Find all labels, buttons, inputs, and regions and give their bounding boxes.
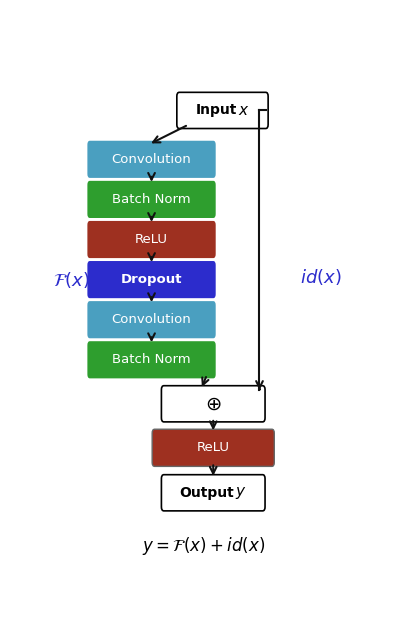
Text: Input: Input [196,104,237,117]
FancyBboxPatch shape [162,385,265,422]
FancyBboxPatch shape [88,301,216,338]
Text: $x$: $x$ [238,103,250,118]
Text: $\oplus$: $\oplus$ [205,394,222,413]
FancyBboxPatch shape [162,475,265,511]
Text: ReLU: ReLU [197,441,230,454]
FancyBboxPatch shape [152,429,274,466]
Text: $\mathcal{F}(x)$: $\mathcal{F}(x)$ [53,270,90,290]
FancyBboxPatch shape [88,141,216,178]
Text: Convolution: Convolution [112,313,191,326]
Text: Dropout: Dropout [121,273,182,286]
FancyBboxPatch shape [177,92,268,128]
Text: Batch Norm: Batch Norm [112,193,191,206]
Text: $y = \mathcal{F}(x) + id(x)$: $y = \mathcal{F}(x) + id(x)$ [142,535,265,557]
FancyBboxPatch shape [88,341,216,378]
FancyBboxPatch shape [88,221,216,258]
FancyBboxPatch shape [88,181,216,218]
Text: ReLU: ReLU [135,233,168,246]
Text: Convolution: Convolution [112,153,191,166]
Text: $y$: $y$ [235,485,247,501]
FancyBboxPatch shape [88,261,216,298]
Text: $id(x)$: $id(x)$ [300,267,342,286]
Text: Output: Output [179,486,234,500]
Text: Batch Norm: Batch Norm [112,353,191,366]
